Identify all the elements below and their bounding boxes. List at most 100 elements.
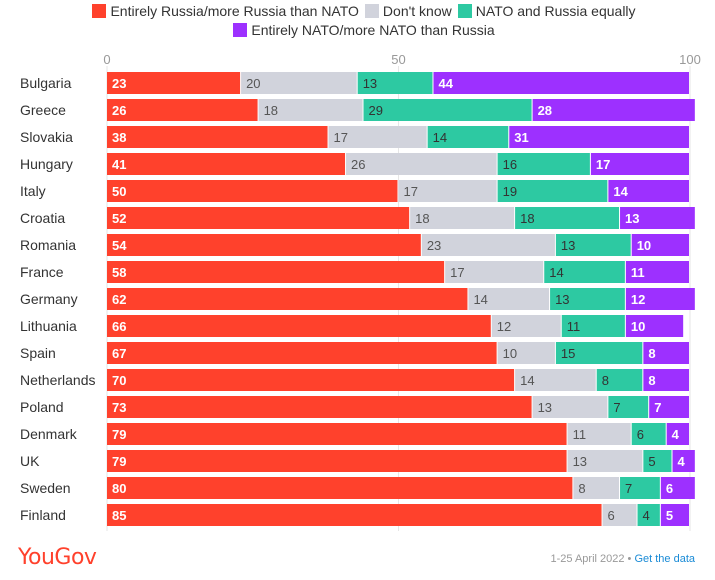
data-label: 26 [351, 157, 365, 172]
data-label: 17 [596, 157, 610, 172]
category-label: Sweden [20, 480, 71, 496]
category-label: Slovakia [20, 129, 73, 145]
data-label: 14 [473, 292, 487, 307]
data-label: 14 [613, 184, 628, 199]
bar-segment [602, 504, 637, 526]
bar-segment [631, 234, 689, 256]
data-label: 19 [503, 184, 517, 199]
bar-segment [643, 342, 689, 364]
bar-segment [241, 72, 357, 94]
bar-segment [497, 180, 608, 202]
bar-segment [555, 342, 643, 364]
data-label: 85 [112, 508, 126, 523]
data-label: 17 [334, 130, 348, 145]
bar-segment [544, 261, 625, 283]
bar-segment [258, 99, 363, 121]
legend-swatch [364, 4, 379, 18]
bar-segment [649, 396, 689, 418]
data-label: 7 [654, 400, 661, 415]
data-label: 20 [246, 76, 260, 91]
category-label: Finland [20, 507, 66, 523]
data-label: 5 [648, 454, 655, 469]
bar-segment [637, 504, 660, 526]
bar-segment [107, 504, 602, 526]
data-label: 10 [637, 238, 651, 253]
bar-segment [608, 396, 649, 418]
bar-segment [107, 342, 497, 364]
data-label: 13 [363, 76, 377, 91]
data-label: 8 [648, 346, 655, 361]
bar-segment [107, 450, 567, 472]
bar-segment [107, 153, 346, 175]
data-label: 70 [112, 373, 126, 388]
category-label: Poland [20, 399, 64, 415]
bar-segment [660, 504, 689, 526]
legend-item: Entirely NATO/more NATO than Russia [233, 21, 495, 40]
yougov-logo: YouGov [18, 545, 97, 570]
bar-segment [555, 234, 631, 256]
bar-segment [497, 342, 555, 364]
data-label: 11 [567, 319, 581, 334]
data-label: 13 [573, 454, 587, 469]
data-label: 12 [497, 319, 511, 334]
data-label: 52 [112, 211, 126, 226]
bar-segment [107, 180, 398, 202]
legend-swatch [457, 4, 472, 18]
category-label: Hungary [20, 156, 73, 172]
data-label: 79 [112, 454, 126, 469]
data-label: 58 [112, 265, 126, 280]
bar-segment [631, 423, 666, 445]
bar-segment [515, 207, 620, 229]
bar-segment [107, 423, 567, 445]
bar-segment [107, 288, 468, 310]
bar-segment [107, 207, 410, 229]
bar-segment [398, 180, 497, 202]
get-the-data-link[interactable]: Get the data [634, 553, 695, 565]
data-label: 66 [112, 319, 126, 334]
data-label: 31 [514, 130, 528, 145]
bar-segment [567, 423, 631, 445]
data-label: 8 [602, 373, 609, 388]
bar-segment [550, 288, 625, 310]
bar-segment [107, 99, 258, 121]
bar-segment [625, 261, 689, 283]
bar-segment [107, 126, 328, 148]
data-label: 16 [503, 157, 517, 172]
data-label: 23 [112, 76, 126, 91]
bar-segment [573, 477, 620, 499]
data-label: 18 [520, 211, 534, 226]
data-label: 13 [561, 238, 575, 253]
data-label: 28 [538, 103, 552, 118]
data-label: 54 [112, 238, 127, 253]
bar-segment [608, 180, 689, 202]
x-tick-label: 0 [103, 52, 110, 67]
bar-segment [596, 369, 643, 391]
x-tick-label: 50 [391, 52, 405, 67]
data-label: 4 [672, 427, 680, 442]
data-label: 67 [112, 346, 126, 361]
category-label: Croatia [20, 210, 65, 226]
data-label: 13 [555, 292, 569, 307]
bar-segment [107, 315, 491, 337]
bar-segment [357, 72, 433, 94]
data-label: 17 [404, 184, 418, 199]
bar-segment [107, 234, 421, 256]
category-label: Lithuania [20, 318, 77, 334]
data-label: 5 [666, 508, 673, 523]
bar-segment [363, 99, 532, 121]
data-label: 80 [112, 481, 126, 496]
bar-segment [427, 126, 509, 148]
bar-segment [532, 396, 608, 418]
bar-segment [643, 369, 689, 391]
separator: • [624, 553, 635, 565]
bar-segment [660, 477, 695, 499]
legend-item: NATO and Russia equally [457, 2, 636, 21]
bar-segment [515, 369, 596, 391]
data-label: 23 [427, 238, 441, 253]
category-label: Greece [20, 102, 66, 118]
data-label: 18 [415, 211, 429, 226]
data-label: 10 [503, 346, 517, 361]
bar-segment [433, 72, 689, 94]
legend-swatch [233, 23, 248, 37]
